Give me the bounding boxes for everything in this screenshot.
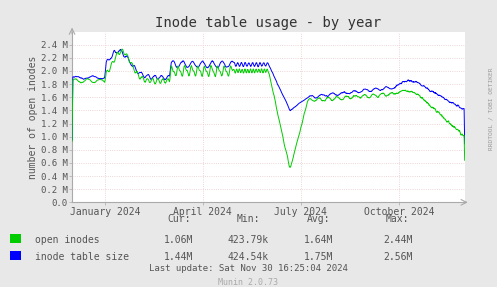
Title: Inode table usage - by year: Inode table usage - by year <box>156 16 381 30</box>
Text: 1.75M: 1.75M <box>303 252 333 262</box>
Text: 1.64M: 1.64M <box>303 235 333 245</box>
Text: open inodes: open inodes <box>35 235 99 245</box>
Text: 1.44M: 1.44M <box>164 252 194 262</box>
Y-axis label: number of open inodes: number of open inodes <box>28 55 38 179</box>
Text: 1.06M: 1.06M <box>164 235 194 245</box>
Text: 2.56M: 2.56M <box>383 252 413 262</box>
Text: Last update: Sat Nov 30 16:25:04 2024: Last update: Sat Nov 30 16:25:04 2024 <box>149 264 348 273</box>
Text: 424.54k: 424.54k <box>228 252 269 262</box>
Text: inode table size: inode table size <box>35 252 129 262</box>
Text: Cur:: Cur: <box>167 214 191 224</box>
Text: 423.79k: 423.79k <box>228 235 269 245</box>
Text: Avg:: Avg: <box>306 214 330 224</box>
Text: Min:: Min: <box>237 214 260 224</box>
Text: Max:: Max: <box>386 214 410 224</box>
Text: RRDTOOL / TOBI OETIKER: RRDTOOL / TOBI OETIKER <box>489 68 494 150</box>
Text: Munin 2.0.73: Munin 2.0.73 <box>219 278 278 287</box>
Text: 2.44M: 2.44M <box>383 235 413 245</box>
